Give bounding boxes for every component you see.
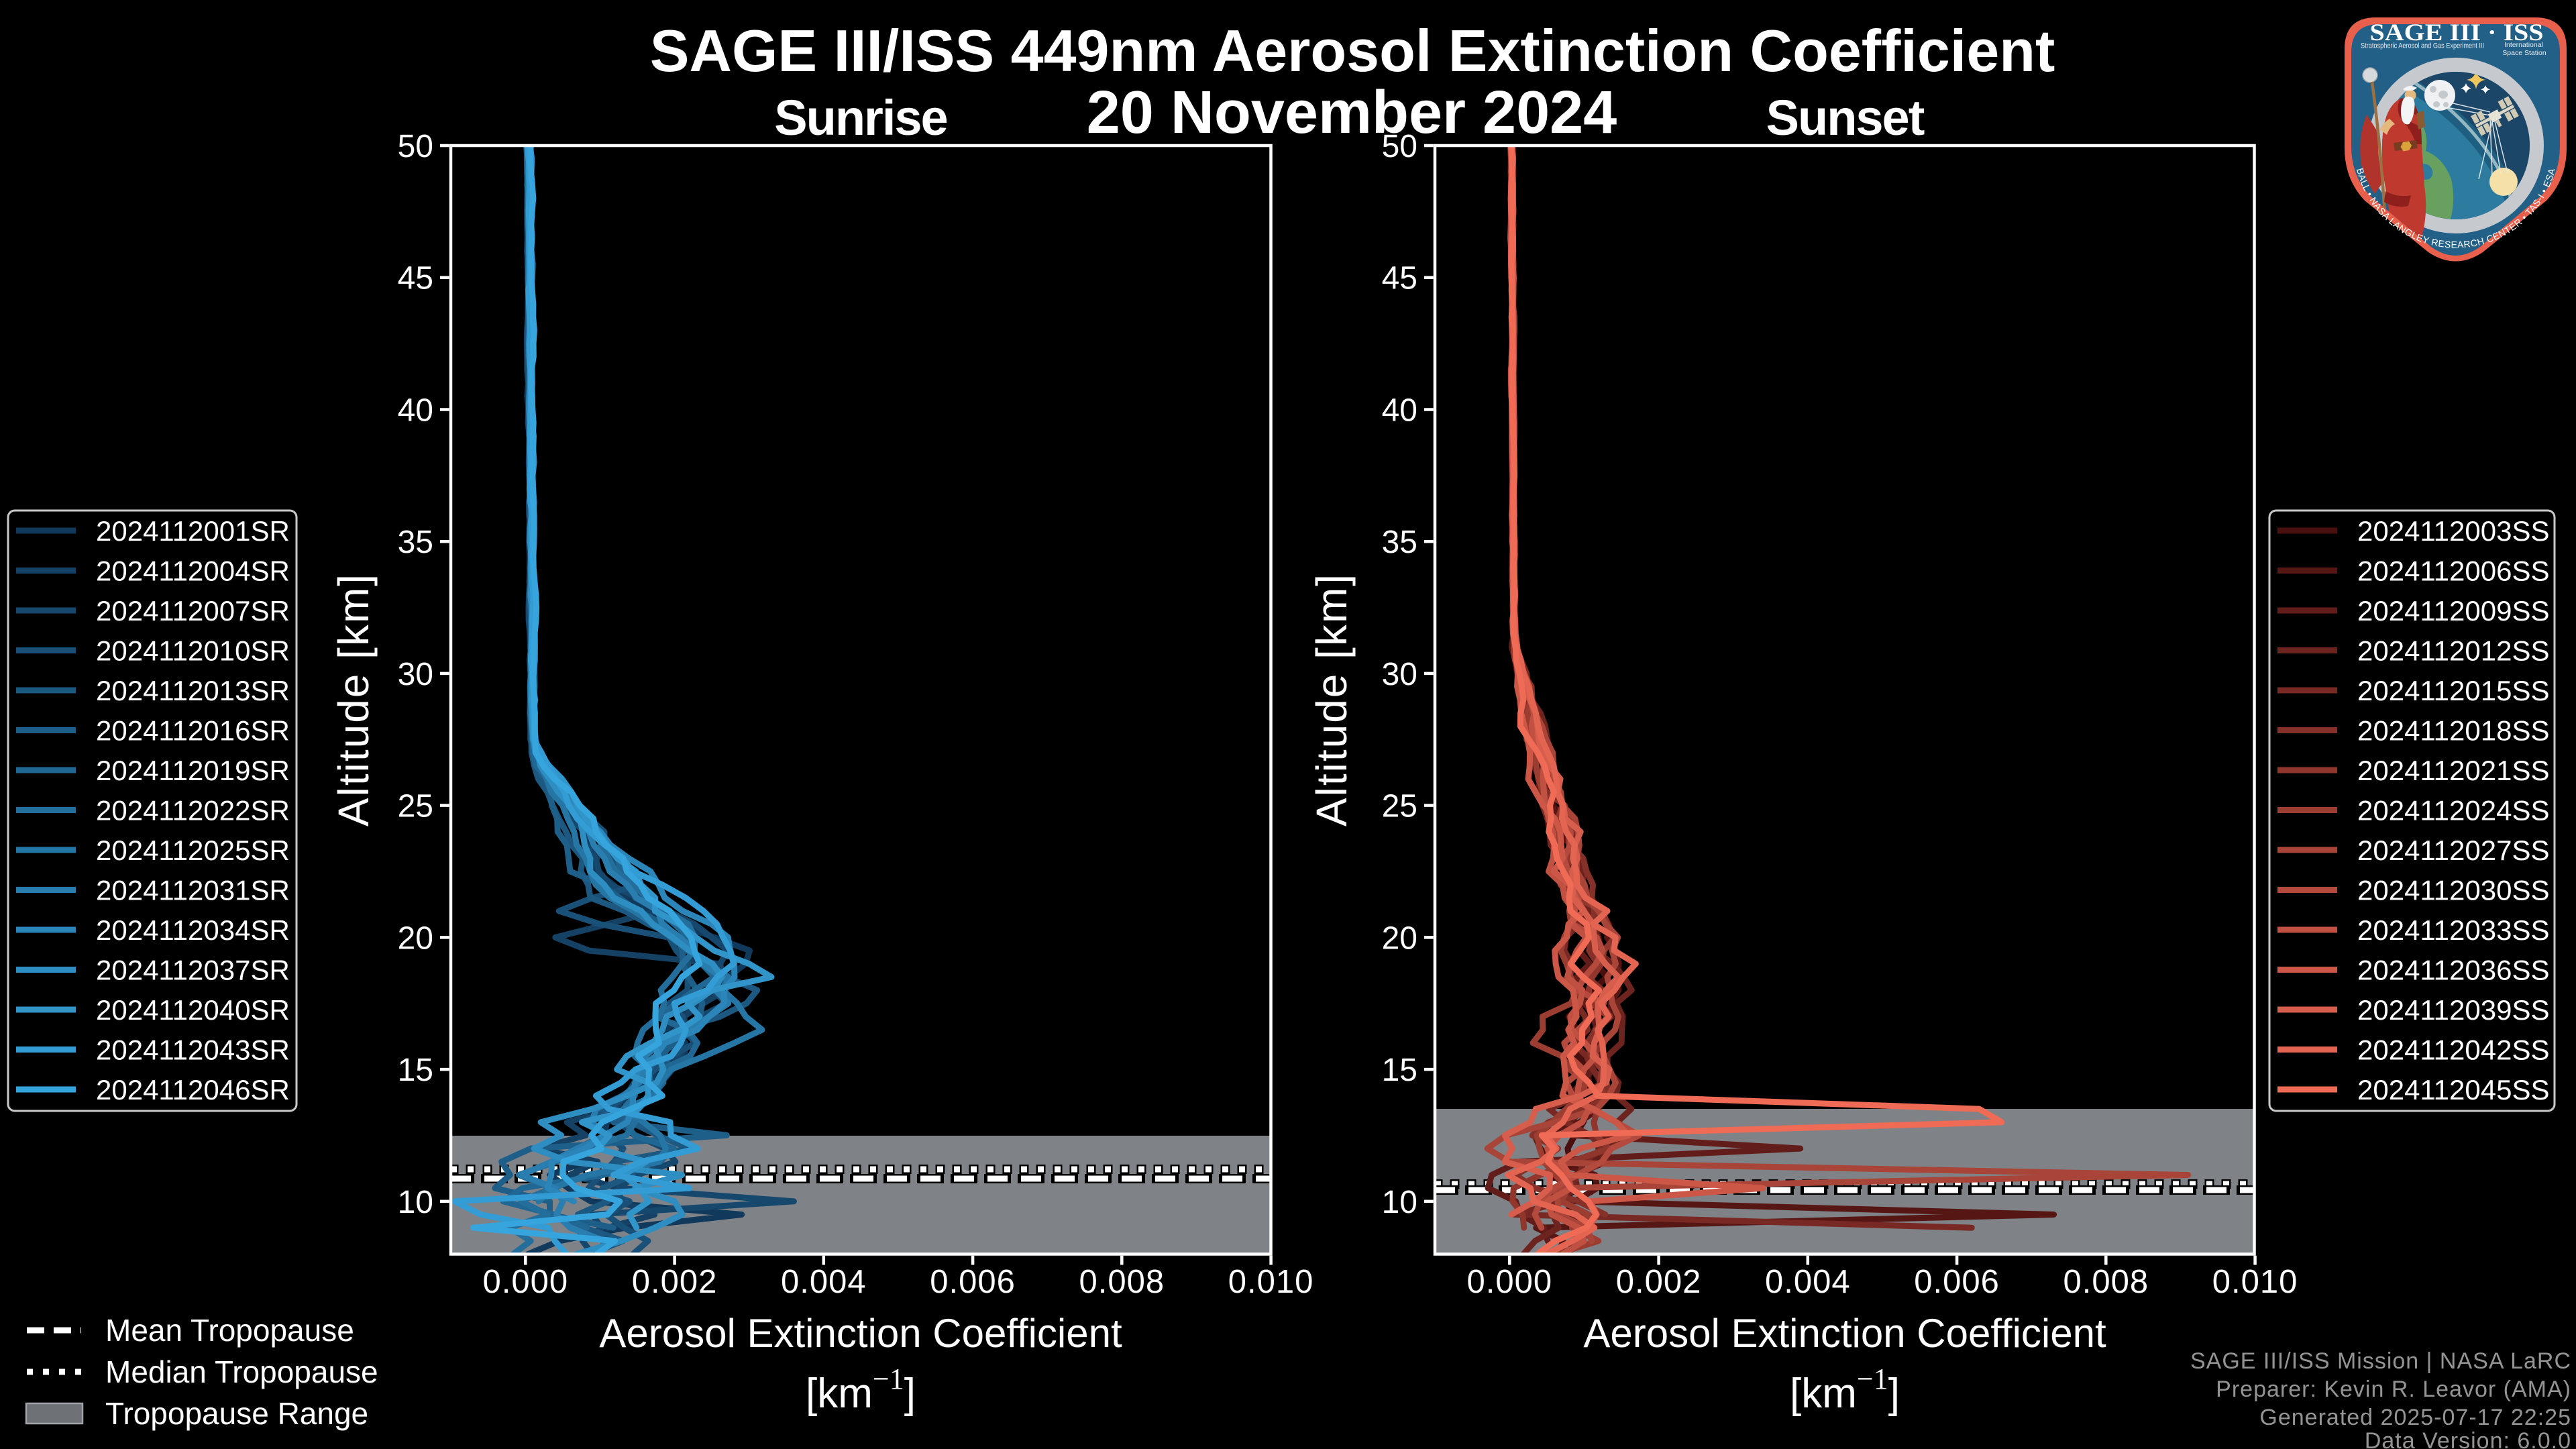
svg-text:2024112003SS: 2024112003SS bbox=[2357, 515, 2550, 547]
svg-text:0.004: 0.004 bbox=[1765, 1264, 1851, 1300]
svg-text:0.006: 0.006 bbox=[930, 1264, 1016, 1300]
svg-text:20: 20 bbox=[1382, 920, 1417, 956]
svg-text:2024112027SS: 2024112027SS bbox=[2357, 835, 2550, 866]
svg-text:2024112015SS: 2024112015SS bbox=[2357, 675, 2550, 706]
svg-text:35: 35 bbox=[1382, 525, 1417, 560]
svg-text:2024112016SR: 2024112016SR bbox=[96, 715, 290, 747]
svg-text:2024112042SS: 2024112042SS bbox=[2357, 1034, 2550, 1066]
svg-text:15: 15 bbox=[398, 1053, 433, 1088]
svg-text:2024112030SS: 2024112030SS bbox=[2357, 875, 2550, 906]
svg-text:2024112019SR: 2024112019SR bbox=[96, 755, 290, 786]
svg-text:Sunset: Sunset bbox=[1766, 90, 1925, 146]
svg-text:0.002: 0.002 bbox=[632, 1264, 718, 1300]
svg-text:Sunrise: Sunrise bbox=[774, 90, 947, 146]
svg-text:0.006: 0.006 bbox=[1914, 1264, 2000, 1300]
svg-text:40: 40 bbox=[1382, 393, 1417, 429]
svg-text:Preparer: Kevin R. Leavor (AMA: Preparer: Kevin R. Leavor (AMA) bbox=[2216, 1377, 2571, 1402]
svg-text:Space Station: Space Station bbox=[2502, 49, 2546, 57]
svg-text:2024112045SS: 2024112045SS bbox=[2357, 1074, 2550, 1106]
svg-text:2024112033SS: 2024112033SS bbox=[2357, 914, 2550, 946]
svg-text:Generated 2025-07-17 22:25: Generated 2025-07-17 22:25 bbox=[2259, 1405, 2571, 1430]
svg-text:2024112039SS: 2024112039SS bbox=[2357, 994, 2550, 1026]
svg-text:2024112004SR: 2024112004SR bbox=[96, 555, 290, 587]
svg-text:35: 35 bbox=[398, 525, 433, 560]
svg-text:2024112034SR: 2024112034SR bbox=[96, 914, 290, 946]
svg-text:2024112021SS: 2024112021SS bbox=[2357, 755, 2550, 786]
svg-text:2024112018SS: 2024112018SS bbox=[2357, 715, 2550, 747]
svg-text:International: International bbox=[2504, 41, 2543, 49]
svg-text:0.004: 0.004 bbox=[781, 1264, 867, 1300]
svg-text:2024112037SR: 2024112037SR bbox=[96, 955, 290, 986]
svg-text:2024112025SR: 2024112025SR bbox=[96, 835, 290, 866]
svg-text:Data Version: 6.0.0: Data Version: 6.0.0 bbox=[2365, 1428, 2571, 1449]
svg-text:SAGE III/ISS Mission | NASA La: SAGE III/ISS Mission | NASA LaRC bbox=[2190, 1348, 2571, 1374]
svg-text:20 November 2024: 20 November 2024 bbox=[1087, 79, 1617, 146]
svg-text:Tropopause Range: Tropopause Range bbox=[105, 1396, 368, 1431]
svg-text:2024112046SR: 2024112046SR bbox=[96, 1074, 290, 1106]
svg-text:0.010: 0.010 bbox=[2212, 1264, 2298, 1300]
svg-text:2024112012SS: 2024112012SS bbox=[2357, 635, 2550, 667]
svg-text:45: 45 bbox=[398, 261, 433, 297]
svg-text:2024112010SR: 2024112010SR bbox=[96, 635, 290, 667]
svg-text:0.008: 0.008 bbox=[1079, 1264, 1165, 1300]
svg-text:Aerosol Extinction Coefficient: Aerosol Extinction Coefficient bbox=[1583, 1311, 2106, 1356]
svg-text:Mean Tropopause: Mean Tropopause bbox=[105, 1313, 354, 1348]
svg-text:2024112040SR: 2024112040SR bbox=[96, 994, 290, 1026]
svg-text:0.000: 0.000 bbox=[1466, 1264, 1552, 1300]
svg-text:Stratospheric Aerosol and Gas: Stratospheric Aerosol and Gas Experiment… bbox=[2361, 42, 2484, 50]
svg-text:10: 10 bbox=[1382, 1185, 1417, 1220]
svg-text:50: 50 bbox=[398, 129, 433, 164]
svg-text:30: 30 bbox=[398, 657, 433, 692]
svg-text:Altitude [km]: Altitude [km] bbox=[329, 573, 378, 826]
svg-text:2024112024SS: 2024112024SS bbox=[2357, 795, 2550, 826]
svg-text:2024112013SR: 2024112013SR bbox=[96, 675, 290, 706]
svg-text:Aerosol Extinction Coefficient: Aerosol Extinction Coefficient bbox=[599, 1311, 1122, 1356]
svg-text:25: 25 bbox=[398, 789, 433, 824]
svg-text:2024112043SR: 2024112043SR bbox=[96, 1034, 290, 1066]
svg-text:2024112006SS: 2024112006SS bbox=[2357, 555, 2550, 587]
svg-text:2024112009SS: 2024112009SS bbox=[2357, 595, 2550, 627]
svg-text:0.010: 0.010 bbox=[1228, 1264, 1314, 1300]
svg-text:45: 45 bbox=[1382, 261, 1417, 297]
svg-text:0.008: 0.008 bbox=[2063, 1264, 2149, 1300]
svg-text:Altitude [km]: Altitude [km] bbox=[1307, 573, 1356, 826]
svg-text:15: 15 bbox=[1382, 1053, 1417, 1088]
svg-text:10: 10 bbox=[398, 1185, 433, 1220]
svg-text:2024112036SS: 2024112036SS bbox=[2357, 955, 2550, 986]
svg-text:0.000: 0.000 bbox=[482, 1264, 568, 1300]
svg-text:20: 20 bbox=[398, 920, 433, 956]
svg-text:SAGE III/ISS 449nm Aerosol Ext: SAGE III/ISS 449nm Aerosol Extinction Co… bbox=[650, 17, 2055, 84]
svg-text:40: 40 bbox=[398, 393, 433, 429]
svg-text:0.002: 0.002 bbox=[1616, 1264, 1702, 1300]
svg-text:2024112007SR: 2024112007SR bbox=[96, 595, 290, 627]
svg-text:2024112031SR: 2024112031SR bbox=[96, 875, 290, 906]
svg-text:2024112022SR: 2024112022SR bbox=[96, 795, 290, 826]
svg-text:Median Tropopause: Median Tropopause bbox=[105, 1354, 378, 1389]
svg-text:25: 25 bbox=[1382, 789, 1417, 824]
svg-text:2024112001SR: 2024112001SR bbox=[96, 515, 290, 547]
svg-text:SAGE III · ISS: SAGE III · ISS bbox=[2370, 19, 2544, 46]
svg-text:50: 50 bbox=[1382, 129, 1417, 164]
svg-text:30: 30 bbox=[1382, 657, 1417, 692]
